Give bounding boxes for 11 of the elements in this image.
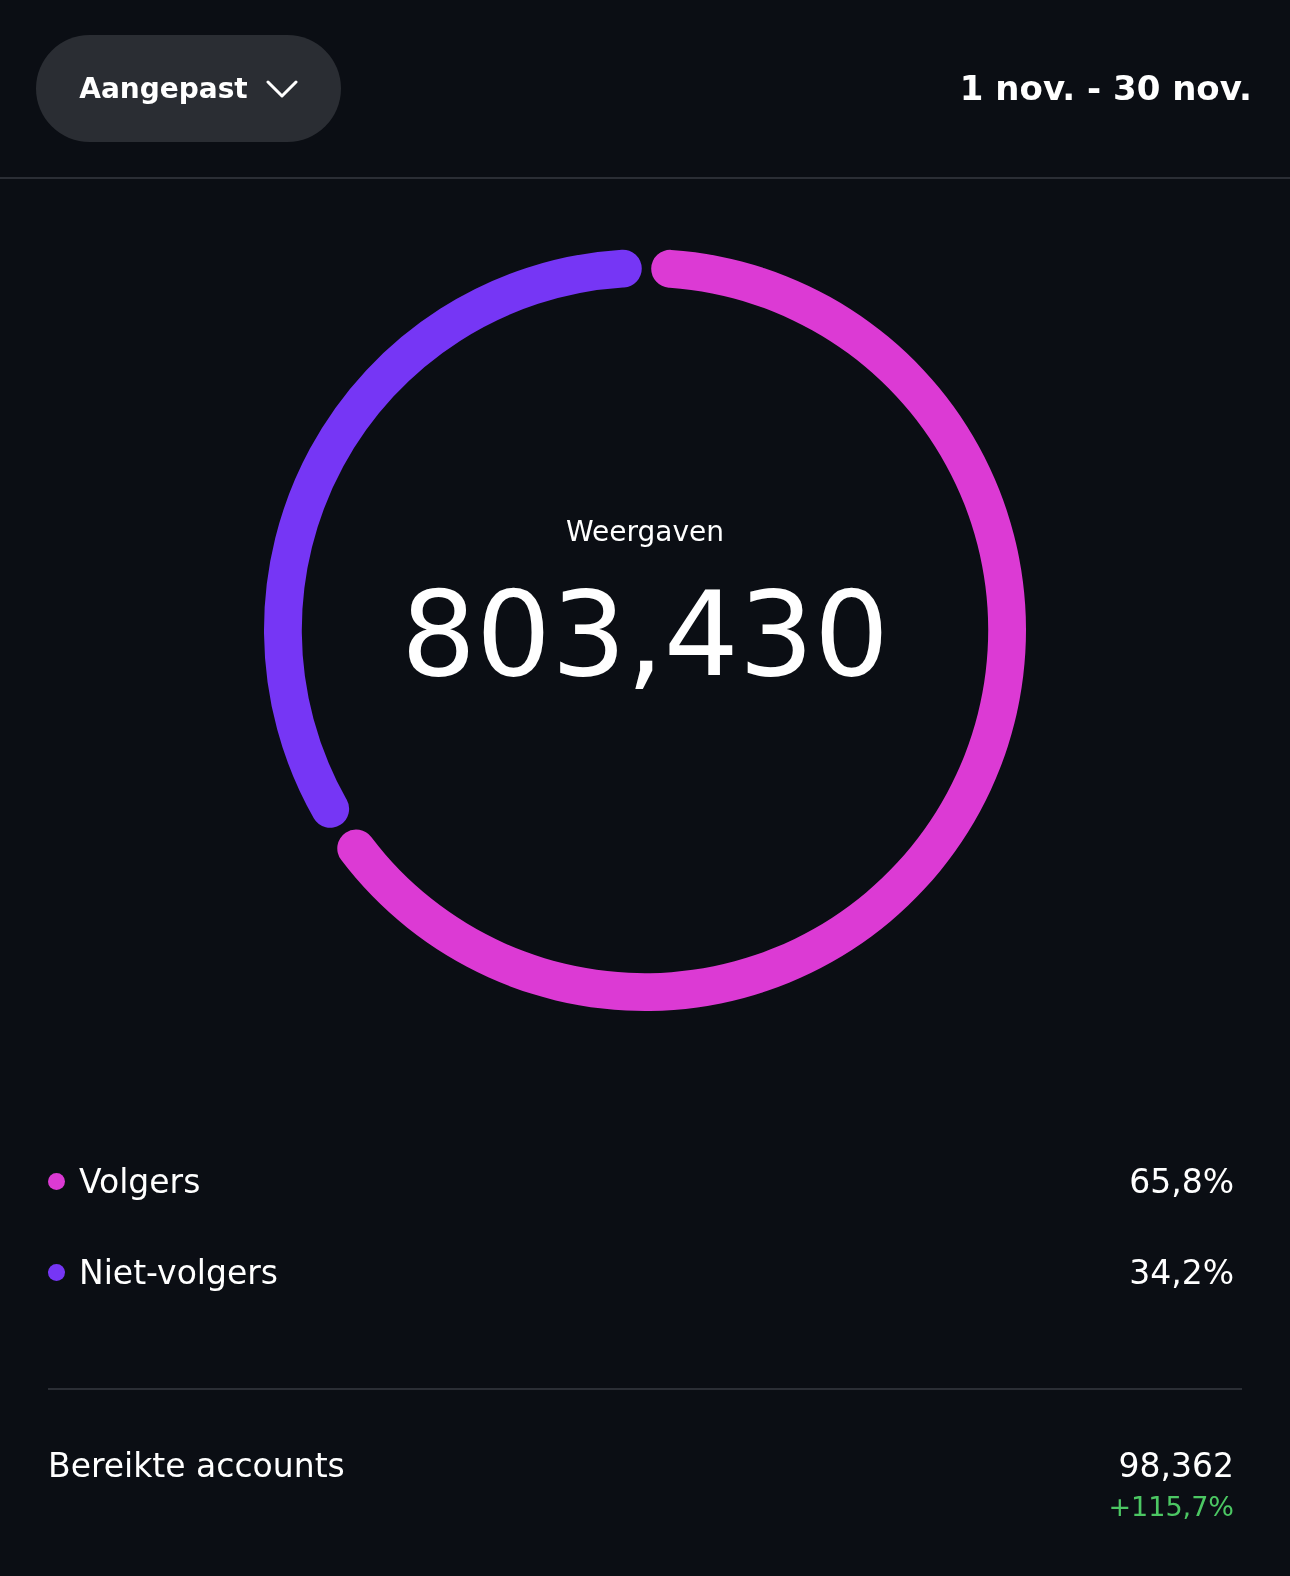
data-label: 65,8% bbox=[1129, 1161, 1234, 1201]
chart-subtitle: 1 nov. - 30 nov. bbox=[959, 68, 1252, 108]
data-label: 34,2% bbox=[1129, 1252, 1234, 1292]
legend-label: Volgers bbox=[79, 1161, 202, 1201]
text: Bereikte accounts bbox=[48, 1446, 345, 1485]
legend-label: Niet-volgers bbox=[79, 1252, 279, 1292]
text: 98,362 bbox=[1118, 1446, 1234, 1485]
text: +115,7% bbox=[1108, 1491, 1234, 1522]
text: Weergaven bbox=[565, 515, 725, 548]
text: Aangepast bbox=[79, 72, 248, 105]
text: 803,430 bbox=[400, 565, 890, 703]
